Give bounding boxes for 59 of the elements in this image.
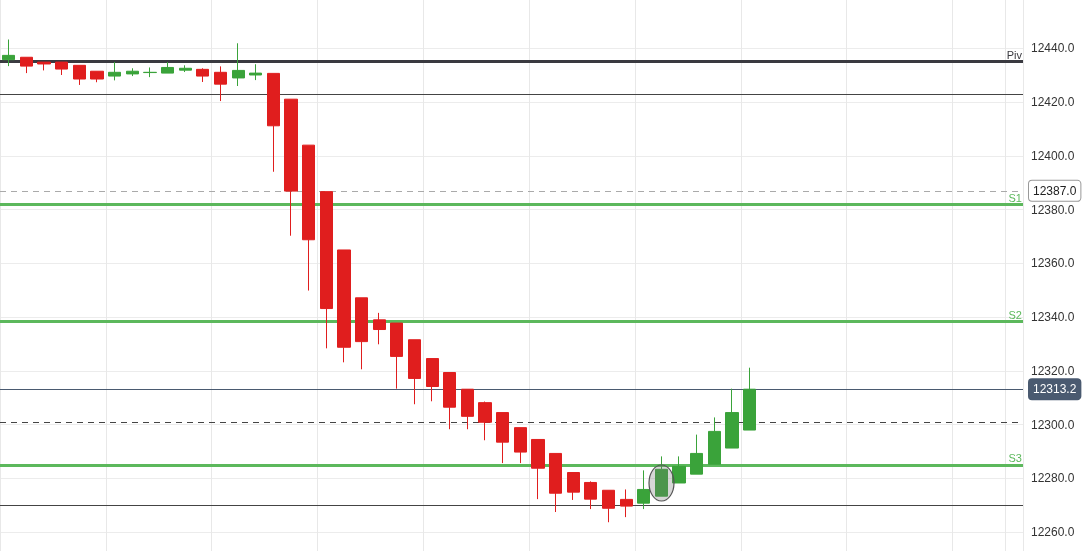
candlestick xyxy=(461,388,474,430)
candlestick xyxy=(531,438,545,500)
candlestick xyxy=(108,61,121,81)
candlestick xyxy=(143,66,157,78)
candlestick xyxy=(161,61,174,74)
candlestick xyxy=(496,412,509,464)
candlestick xyxy=(2,39,15,67)
candlestick xyxy=(478,401,492,441)
candlestick xyxy=(126,67,139,77)
ref-line-label: S2 xyxy=(1008,309,1022,322)
candlestick xyxy=(196,67,209,83)
y-tick-label: 12360.0 xyxy=(1031,256,1075,271)
candlestick xyxy=(249,63,262,81)
ref-line-label: Piv xyxy=(1006,48,1023,61)
candlestick xyxy=(443,372,456,430)
candlestick xyxy=(302,144,315,292)
y-tick-label: 12400.0 xyxy=(1031,148,1075,163)
candlestick xyxy=(743,367,756,431)
candlestick xyxy=(320,191,333,349)
candlestick xyxy=(267,72,280,173)
y-tick-label: 12340.0 xyxy=(1031,310,1075,325)
candlestick xyxy=(584,480,597,510)
y-tick-label: 12440.0 xyxy=(1031,41,1075,56)
candlestick xyxy=(637,469,650,510)
y-tick-label: 12300.0 xyxy=(1031,417,1075,432)
candlestick xyxy=(90,70,104,83)
candlestick xyxy=(620,488,633,518)
ref-line-label: 12387.0 xyxy=(1033,183,1077,198)
candlestick xyxy=(725,388,739,449)
candlestick xyxy=(690,434,703,475)
candlestick xyxy=(55,61,68,76)
candlestick xyxy=(73,64,86,86)
candlestick xyxy=(708,416,721,465)
candlestick xyxy=(20,56,33,74)
y-tick-label: 12380.0 xyxy=(1031,202,1075,217)
candlestick xyxy=(549,452,562,513)
candlestick xyxy=(567,472,580,501)
candlestick xyxy=(337,249,351,363)
candlestick xyxy=(514,427,527,464)
candlestick xyxy=(426,358,439,402)
candlestick xyxy=(672,455,686,484)
candlestick xyxy=(655,455,668,497)
candlestick xyxy=(602,489,615,523)
candlestick xyxy=(37,61,51,71)
candlestick xyxy=(408,339,421,405)
candlestick xyxy=(355,297,368,370)
candlestick xyxy=(232,42,245,87)
candlestick xyxy=(214,65,227,102)
ref-line-label: S1 xyxy=(1008,191,1022,204)
ref-line-label: 12313.2 xyxy=(1033,382,1077,397)
ref-line-label: S3 xyxy=(1008,452,1022,465)
candlestick xyxy=(179,64,192,73)
candlestick xyxy=(390,322,403,390)
y-tick-label: 12320.0 xyxy=(1031,363,1075,378)
candlestick xyxy=(373,312,386,345)
y-tick-label: 12420.0 xyxy=(1031,95,1075,110)
y-tick-label: 12260.0 xyxy=(1031,525,1075,540)
y-tick-label: 12280.0 xyxy=(1031,471,1075,486)
candlestick xyxy=(284,98,298,237)
